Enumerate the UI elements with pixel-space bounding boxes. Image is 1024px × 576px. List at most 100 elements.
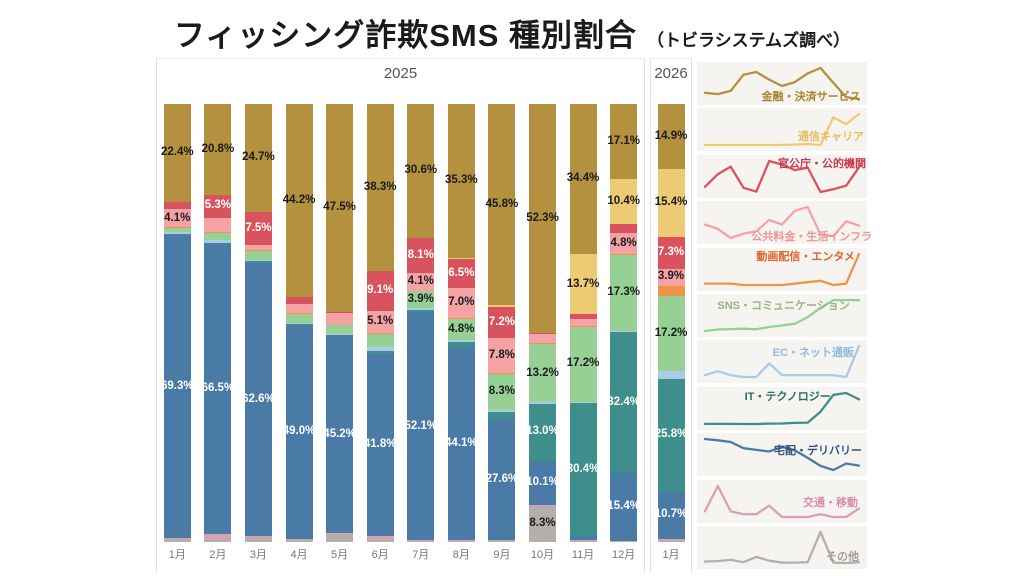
legend-label: 公共料金・生活インフラ xyxy=(751,231,873,244)
bar-segment xyxy=(326,325,354,334)
bar-value-label: 8.3% xyxy=(488,385,516,398)
bar-segment: 47.5% xyxy=(323,103,356,312)
bar-segment: 35.3% xyxy=(445,103,478,259)
month-label: 7月 xyxy=(412,549,430,561)
bar-value-label: 7.0% xyxy=(448,296,475,309)
bar-value-label: 30.6% xyxy=(404,164,438,177)
bar-value-label: 41.8% xyxy=(363,438,397,451)
bar-value-label: 3.9% xyxy=(407,293,434,306)
bar-segment xyxy=(285,540,313,542)
bar-value-label: 17.1% xyxy=(607,134,640,147)
bar-segment xyxy=(488,372,516,374)
bar-value-label: 4.8% xyxy=(610,236,637,249)
bar-segment xyxy=(326,533,354,535)
bar-segment xyxy=(366,347,394,352)
bar-value-label: 32.4% xyxy=(607,395,640,408)
bar-value-label: 14.9% xyxy=(654,129,688,142)
bar-segment: 41.8% xyxy=(363,353,397,537)
bar-segment xyxy=(366,538,394,542)
sparkline-chart xyxy=(703,252,861,286)
legend-sparklines: 金融・決済サービス 通信キャリア 官公庁・公的機関 公共料金・生活インフラ 動画配信・エ… xyxy=(697,62,872,572)
bar-value-label: 22.4% xyxy=(160,146,194,159)
bar-segment xyxy=(366,333,394,348)
bar-segment: 13.2% xyxy=(526,344,559,403)
sparkline-chart xyxy=(703,113,861,147)
bar-segment xyxy=(407,540,435,542)
bar-segment xyxy=(244,244,272,251)
bar-value-label: 69.3% xyxy=(160,379,194,392)
bar-segment xyxy=(447,340,475,342)
bar-value-label: 17.2% xyxy=(654,326,688,339)
bar-value-label: 45.2% xyxy=(323,427,356,440)
bar-segment: 10.7% xyxy=(655,491,687,539)
bars-container-2026: 14.9% 15.4% 7.3% 3.9% 17.2% 25.8% 10.7% xyxy=(651,104,691,542)
bar-segment xyxy=(528,342,556,345)
legend-row: 通信キャリア xyxy=(697,108,867,152)
legend-label: その他 xyxy=(826,550,859,563)
bar-value-label: 66.5% xyxy=(201,382,235,395)
bar-segment: 30.4% xyxy=(567,403,599,536)
bar-segment xyxy=(326,333,354,335)
bar-value-label: 52.3% xyxy=(526,211,559,224)
stacked-bar-2025-3月: 24.7% 7.5% 62.6% xyxy=(242,104,275,542)
chart-panel-2025: 2025 22.4% 4.1% 69.3% 20.8% 5.3% 66.5% 24.7% 7.… xyxy=(156,58,645,572)
bar-segment: 7.5% xyxy=(244,211,272,245)
bar-segment xyxy=(610,224,638,234)
bar-segment xyxy=(488,540,516,542)
bar-segment xyxy=(569,535,597,541)
bar-segment xyxy=(244,536,272,538)
bar-value-label: 4.1% xyxy=(164,211,191,224)
chart-panel-2026: 2026 14.9% 15.4% 7.3% 3.9% 17.2% 25.8% 10.7% 1… xyxy=(650,58,692,572)
month-label: 1月 xyxy=(168,549,186,561)
bar-segment xyxy=(244,260,272,262)
legend-row: 宅配・デリバリー xyxy=(697,433,867,477)
bar-segment: 52.3% xyxy=(526,104,559,334)
bar-segment xyxy=(657,285,685,296)
legend-label: 通信キャリア xyxy=(798,131,864,144)
bar-value-label: 3.9% xyxy=(657,270,685,283)
bar-segment xyxy=(285,313,313,324)
bar-segment xyxy=(163,232,191,234)
bar-segment: 7.2% xyxy=(488,306,516,339)
bar-segment xyxy=(244,261,272,263)
bar-value-label: 15.4% xyxy=(607,500,640,513)
stacked-bar-2025-6月: 38.3% 9.1% 5.1% 41.8% xyxy=(363,103,397,542)
bar-segment: 22.4% xyxy=(160,103,194,202)
legend-label: SNS・コミュニケーション xyxy=(717,299,850,312)
bar-segment: 14.9% xyxy=(654,104,688,170)
stacked-bar-2025-4月: 44.2% 49.0% xyxy=(282,104,316,542)
month-label: 3月 xyxy=(249,549,267,561)
stacked-bar-2025-9月: 45.8% 7.2% 7.8% 8.3% 27.6% xyxy=(486,104,518,542)
bar-segment xyxy=(657,538,685,541)
bar-segment xyxy=(163,539,191,542)
sparkline-chart xyxy=(703,530,861,565)
month-label: 5月 xyxy=(331,549,349,561)
month-label: 6月 xyxy=(371,549,389,561)
bar-value-label: 45.8% xyxy=(485,197,519,210)
bar-segment xyxy=(163,228,191,233)
bar-segment: 45.2% xyxy=(323,335,356,534)
sparkline-chart xyxy=(703,298,861,333)
bar-segment: 17.1% xyxy=(607,103,640,179)
sparkline-chart xyxy=(703,437,861,472)
legend-label: IT・テクノロジー xyxy=(744,390,831,403)
month-label: 9月 xyxy=(493,549,511,561)
bar-segment xyxy=(569,540,597,542)
bar-value-label: 34.4% xyxy=(566,172,600,185)
month-label: 8月 xyxy=(452,549,470,561)
legend-row: SNS・コミュニケーション xyxy=(697,293,867,337)
bar-value-label: 62.6% xyxy=(242,392,275,405)
page-title: フィッシング詐欺SMS 種別割合 xyxy=(173,18,637,53)
bar-segment: 8.3% xyxy=(488,373,516,411)
bar-segment xyxy=(528,333,556,334)
bar-segment xyxy=(610,541,638,542)
bar-segment: 9.1% xyxy=(366,271,394,311)
bar-segment: 4.8% xyxy=(610,233,638,255)
bar-value-label: 24.7% xyxy=(242,151,275,164)
bar-value-label: 10.1% xyxy=(526,475,559,488)
stacked-bar-2025-5月: 47.5% 45.2% xyxy=(323,103,356,542)
legend-row: 動画配信・エンタメ xyxy=(697,247,867,291)
bar-segment: 15.4% xyxy=(655,169,687,237)
bar-value-label: 25.8% xyxy=(654,428,688,441)
bar-value-label: 49.0% xyxy=(282,425,316,438)
